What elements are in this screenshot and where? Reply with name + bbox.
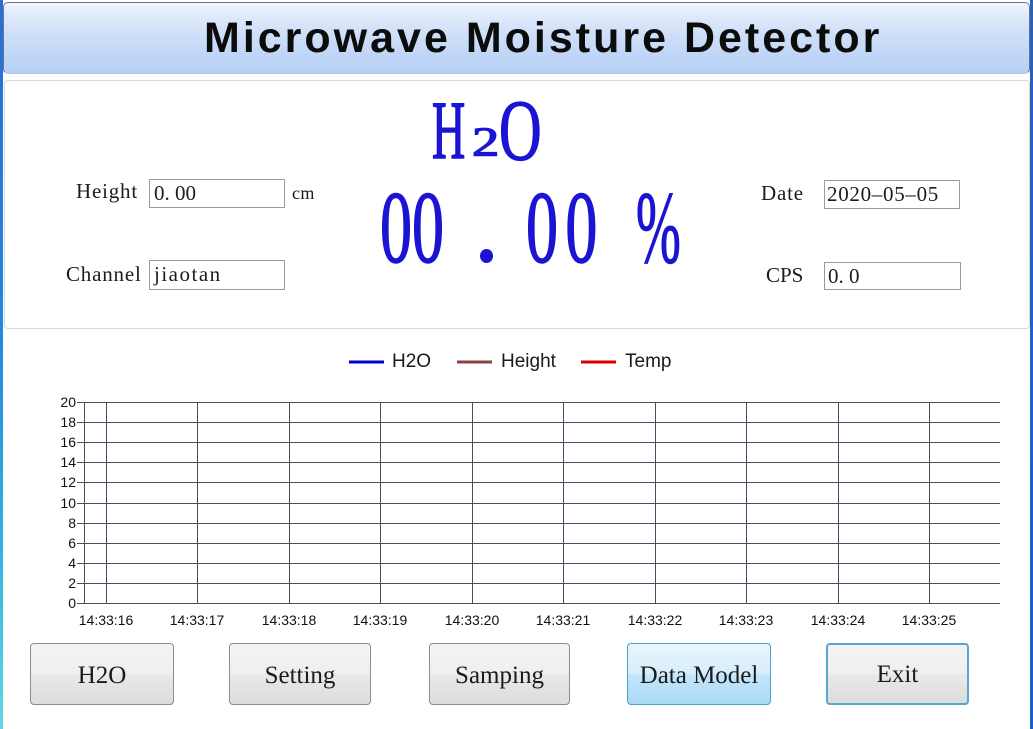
svg-text:2: 2 xyxy=(68,575,76,591)
svg-text:6: 6 xyxy=(68,535,76,551)
svg-text:16: 16 xyxy=(60,434,76,450)
svg-text:14:33:21: 14:33:21 xyxy=(536,612,591,628)
svg-text:14:33:19: 14:33:19 xyxy=(353,612,408,628)
svg-text:14:33:22: 14:33:22 xyxy=(628,612,683,628)
svg-text:18: 18 xyxy=(60,414,76,430)
svg-text:14:33:25: 14:33:25 xyxy=(902,612,957,628)
svg-text:14: 14 xyxy=(60,454,76,470)
svg-text:10: 10 xyxy=(60,495,76,511)
svg-text:14:33:16: 14:33:16 xyxy=(79,612,134,628)
svg-text:Height: Height xyxy=(501,351,557,372)
svg-text:14:33:17: 14:33:17 xyxy=(170,612,225,628)
svg-text:Temp: Temp xyxy=(625,351,671,372)
svg-text:4: 4 xyxy=(68,555,76,571)
svg-text:20: 20 xyxy=(60,394,76,410)
svg-text:14:33:18: 14:33:18 xyxy=(262,612,317,628)
svg-text:14:33:23: 14:33:23 xyxy=(719,612,774,628)
svg-text:14:33:24: 14:33:24 xyxy=(811,612,866,628)
svg-text:H2O: H2O xyxy=(392,351,431,372)
svg-text:0: 0 xyxy=(68,595,76,611)
svg-text:14:33:20: 14:33:20 xyxy=(445,612,500,628)
svg-text:12: 12 xyxy=(60,474,76,490)
svg-text:8: 8 xyxy=(68,515,76,531)
